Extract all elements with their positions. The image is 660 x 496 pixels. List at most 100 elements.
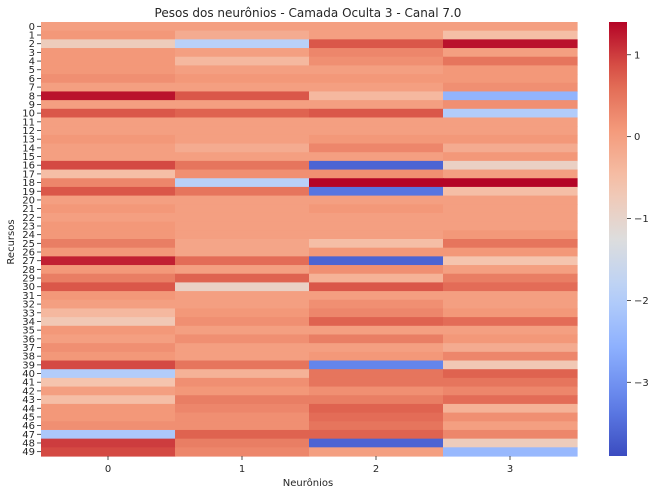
heatmap-cell xyxy=(309,325,444,336)
heatmap-cell xyxy=(309,291,444,301)
y-tick-label: 3 xyxy=(29,48,35,59)
heatmap-cell xyxy=(175,247,310,257)
heatmap-cell xyxy=(175,325,310,336)
heatmap-cell xyxy=(41,239,176,249)
heatmap-cell xyxy=(443,204,578,214)
heatmap-cell xyxy=(443,429,578,440)
heatmap-cell xyxy=(443,178,578,188)
heatmap-cell xyxy=(443,351,578,362)
heatmap-cell xyxy=(443,369,578,379)
heatmap-cell xyxy=(175,282,310,292)
heatmap-cell xyxy=(41,178,176,188)
heatmap-cell xyxy=(175,22,310,32)
y-tick-label: 38 xyxy=(22,352,35,363)
y-tick-label: 11 xyxy=(22,117,35,128)
heatmap-cell xyxy=(443,247,578,257)
y-tick-label: 39 xyxy=(22,360,35,371)
heatmap-cell xyxy=(41,22,176,32)
heatmap-cell xyxy=(41,273,176,283)
heatmap-cell xyxy=(443,221,578,231)
y-axis-label: Recursos xyxy=(6,219,17,264)
heatmap-cell xyxy=(175,230,310,240)
y-tick-label: 41 xyxy=(22,378,35,389)
heatmap-cell xyxy=(175,160,310,171)
heatmap-cell xyxy=(175,56,310,66)
heatmap-cell xyxy=(309,178,444,188)
heatmap-cell xyxy=(41,186,176,197)
heatmap-cell xyxy=(443,395,578,405)
y-tick-label: 18 xyxy=(22,178,35,189)
heatmap-cell xyxy=(443,360,578,370)
y-tick-label: 7 xyxy=(29,83,35,94)
heatmap-cell xyxy=(443,386,578,396)
y-tick-label: 40 xyxy=(22,369,35,380)
heatmap-cell xyxy=(41,343,176,353)
heatmap-cell xyxy=(41,291,176,301)
heatmap-cell xyxy=(175,343,310,353)
heatmap-cell xyxy=(175,403,310,414)
y-tick-label: 13 xyxy=(22,135,35,146)
heatmap-cell xyxy=(443,56,578,66)
heatmap-cell xyxy=(309,351,444,362)
heatmap-cell xyxy=(175,100,310,110)
heatmap-cell xyxy=(41,160,176,171)
heatmap-cell xyxy=(309,429,444,440)
y-tick-label: 12 xyxy=(22,126,35,137)
heatmap-cell xyxy=(443,317,578,327)
heatmap-cell xyxy=(41,56,176,66)
heatmap-cell xyxy=(41,325,176,336)
heatmap-cell xyxy=(175,395,310,405)
heatmap-cell xyxy=(309,247,444,257)
heatmap-cell xyxy=(309,186,444,197)
heatmap-cell xyxy=(309,91,444,101)
heatmap-cell xyxy=(41,48,176,58)
heatmap-cell xyxy=(309,195,444,205)
heatmap-cell xyxy=(443,421,578,431)
heatmap-cell xyxy=(41,377,176,388)
heatmap-cell xyxy=(175,447,310,457)
heatmap-cell xyxy=(175,82,310,93)
heatmap-cell xyxy=(443,134,578,145)
heatmap-cell xyxy=(175,91,310,101)
heatmap-cell xyxy=(41,195,176,205)
heatmap-cell xyxy=(443,186,578,197)
heatmap-cell xyxy=(309,282,444,292)
heatmap-cell xyxy=(443,282,578,292)
heatmap-cell xyxy=(175,299,310,310)
heatmap-cell xyxy=(309,204,444,214)
heatmap-cell xyxy=(41,39,176,49)
heatmap-cell xyxy=(443,74,578,84)
heatmap-cell xyxy=(41,317,176,327)
heatmap-cell xyxy=(309,299,444,310)
heatmap-cell xyxy=(443,169,578,179)
y-tick-label: 48 xyxy=(22,438,35,449)
heatmap-cell xyxy=(309,30,444,40)
colorbar-tick-label: 1 xyxy=(634,50,640,61)
heatmap-cell xyxy=(175,117,310,127)
heatmap-cell xyxy=(41,334,176,344)
heatmap-cell xyxy=(41,360,176,370)
heatmap-cell xyxy=(309,421,444,431)
y-tick-label: 15 xyxy=(22,152,35,163)
y-tick-label: 20 xyxy=(22,195,35,206)
heatmap-cell xyxy=(41,421,176,431)
heatmap-cell xyxy=(41,126,176,136)
heatmap-cell xyxy=(41,152,176,162)
heatmap-cell xyxy=(175,39,310,49)
heatmap-cell xyxy=(175,134,310,145)
heatmap-cell xyxy=(41,82,176,93)
heatmap-cell xyxy=(309,48,444,58)
heatmap-cell xyxy=(309,160,444,171)
x-tick-label: 3 xyxy=(507,464,513,475)
heatmap-cell xyxy=(175,291,310,301)
heatmap-cell xyxy=(41,395,176,405)
y-tick-label: 49 xyxy=(22,447,35,458)
heatmap-cell xyxy=(41,91,176,101)
chart-title: Pesos dos neurônios - Camada Oculta 3 - … xyxy=(155,6,462,20)
y-tick-label: 37 xyxy=(22,343,35,354)
heatmap-cell xyxy=(443,65,578,75)
heatmap-cell xyxy=(175,386,310,396)
heatmap-cell xyxy=(41,134,176,145)
heatmap-cell xyxy=(175,65,310,75)
